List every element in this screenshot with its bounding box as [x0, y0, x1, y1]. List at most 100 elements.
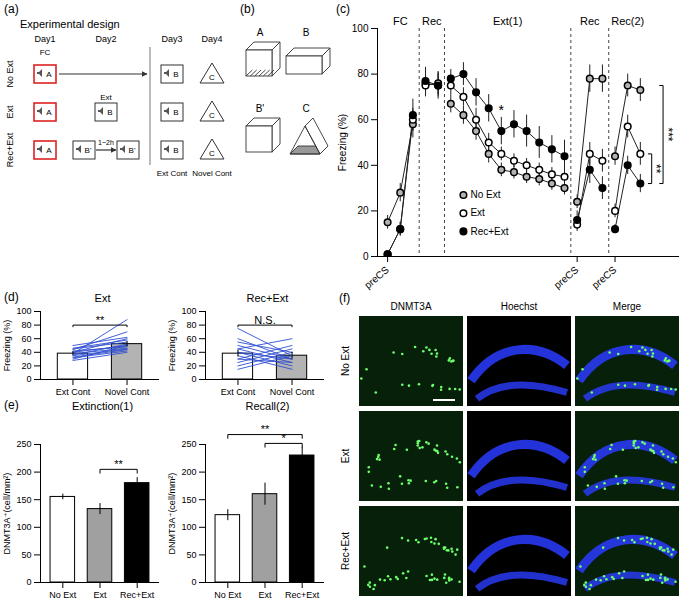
svg-text:60: 60 — [186, 334, 196, 344]
svg-text:100: 100 — [181, 306, 196, 316]
svg-text:DNMT3A⁺(cell/mm²): DNMT3A⁺(cell/mm²) — [167, 473, 177, 555]
svg-text:Hoechst: Hoechst — [501, 301, 538, 312]
svg-text:150: 150 — [16, 495, 31, 505]
svg-text:Merge: Merge — [613, 301, 642, 312]
svg-text:DNMT3A: DNMT3A — [390, 301, 431, 312]
svg-text:100: 100 — [16, 522, 31, 532]
svg-text:No Ext: No Ext — [214, 590, 242, 600]
svg-text:FC: FC — [393, 15, 408, 27]
svg-text:DNMT3A⁺(cell/mm²): DNMT3A⁺(cell/mm²) — [2, 473, 12, 555]
svg-text:Freezing (%): Freezing (%) — [337, 114, 348, 171]
svg-text:Rec: Rec — [422, 15, 442, 27]
svg-text:Rec+Ext: Rec+Ext — [120, 590, 155, 600]
svg-text:No Ext: No Ext — [5, 60, 15, 88]
svg-text:60: 60 — [357, 114, 369, 125]
svg-text:(f): (f) — [339, 291, 350, 305]
svg-text:B: B — [173, 108, 178, 117]
svg-text:B: B — [107, 108, 112, 117]
svg-text:20: 20 — [357, 205, 369, 216]
svg-text:preCS: preCS — [552, 264, 581, 291]
svg-text:40: 40 — [357, 160, 369, 171]
svg-text:C: C — [209, 149, 215, 158]
svg-text:250: 250 — [16, 439, 31, 449]
svg-text:**: ** — [649, 164, 663, 174]
svg-text:80: 80 — [21, 320, 31, 330]
svg-text:Rec+Ext: Rec+Ext — [470, 226, 508, 237]
svg-text:80: 80 — [357, 68, 369, 79]
svg-text:B: B — [173, 146, 178, 155]
svg-text:(b): (b) — [240, 2, 255, 16]
svg-text:Freezing (%): Freezing (%) — [167, 320, 177, 372]
svg-text:Ext Cont: Ext Cont — [221, 387, 256, 397]
svg-text:*: * — [499, 102, 505, 118]
svg-text:preCS: preCS — [590, 264, 619, 291]
svg-text:200: 200 — [181, 467, 196, 477]
svg-text:Experimental design: Experimental design — [20, 18, 120, 30]
svg-text:Ext Cont: Ext Cont — [56, 387, 91, 397]
svg-text:150: 150 — [181, 495, 196, 505]
svg-text:**: ** — [114, 458, 123, 470]
svg-text:B: B — [303, 27, 310, 38]
svg-text:100: 100 — [181, 522, 196, 532]
svg-text:20: 20 — [186, 361, 196, 371]
svg-text:50: 50 — [186, 550, 196, 560]
svg-text:Ext(1): Ext(1) — [493, 15, 522, 27]
svg-text:Rec(2): Rec(2) — [611, 15, 644, 27]
svg-text:200: 200 — [16, 467, 31, 477]
svg-text:No Ext: No Ext — [470, 189, 500, 200]
svg-text:Day1: Day1 — [34, 34, 55, 44]
svg-text:Ext: Ext — [5, 105, 15, 119]
svg-text:**: ** — [261, 423, 270, 435]
svg-text:Novel Cont: Novel Cont — [270, 387, 315, 397]
svg-text:0: 0 — [26, 374, 31, 384]
svg-text:0: 0 — [191, 577, 196, 587]
svg-text:Ext: Ext — [100, 93, 112, 102]
svg-text:No Ext: No Ext — [49, 590, 77, 600]
svg-text:Day3: Day3 — [161, 34, 182, 44]
svg-text:40: 40 — [186, 347, 196, 357]
svg-text:A: A — [46, 146, 52, 155]
svg-text:Novel Cont: Novel Cont — [105, 387, 150, 397]
svg-text:60: 60 — [21, 334, 31, 344]
svg-text:C: C — [302, 103, 309, 114]
svg-text:A: A — [46, 70, 52, 79]
svg-text:40: 40 — [21, 347, 31, 357]
svg-text:Day2: Day2 — [95, 34, 116, 44]
svg-text:0: 0 — [26, 577, 31, 587]
svg-text:Ext: Ext — [258, 590, 272, 600]
svg-text:B': B' — [85, 146, 92, 155]
svg-text:80: 80 — [186, 320, 196, 330]
svg-text:Novel Cont: Novel Cont — [192, 169, 232, 178]
svg-text:(a): (a) — [4, 2, 19, 16]
svg-text:Ext: Ext — [470, 207, 485, 218]
svg-text:Rec+Ext: Rec+Ext — [285, 590, 320, 600]
svg-text:0: 0 — [191, 374, 196, 384]
svg-text:Rec+Ext: Rec+Ext — [340, 532, 351, 570]
svg-text:No Ext: No Ext — [340, 346, 351, 376]
svg-text:Rec+Ext: Rec+Ext — [5, 132, 15, 167]
svg-text:Ext: Ext — [93, 590, 107, 600]
svg-text:Ext: Ext — [340, 449, 351, 464]
svg-text:***: *** — [661, 128, 675, 142]
svg-text:Ext Cont: Ext Cont — [157, 169, 188, 178]
svg-text:100: 100 — [352, 23, 369, 34]
svg-text:**: ** — [96, 314, 105, 326]
svg-text:C: C — [209, 111, 215, 120]
svg-text:Freezing (%): Freezing (%) — [2, 320, 12, 372]
svg-text:1~2h: 1~2h — [98, 139, 114, 146]
svg-text:Rec: Rec — [580, 15, 600, 27]
svg-text:0: 0 — [363, 251, 369, 262]
svg-text:Day4: Day4 — [201, 34, 222, 44]
svg-text:B: B — [173, 70, 178, 79]
svg-text:*: * — [281, 432, 286, 444]
svg-text:50: 50 — [21, 550, 31, 560]
svg-text:B': B' — [129, 146, 136, 155]
svg-text:FC: FC — [40, 48, 51, 57]
svg-text:A: A — [257, 27, 264, 38]
svg-text:A: A — [46, 108, 52, 117]
svg-text:20: 20 — [21, 361, 31, 371]
svg-text:250: 250 — [181, 439, 196, 449]
svg-text:C: C — [209, 73, 215, 82]
svg-text:N.S.: N.S. — [254, 314, 275, 326]
svg-text:B': B' — [256, 103, 265, 114]
